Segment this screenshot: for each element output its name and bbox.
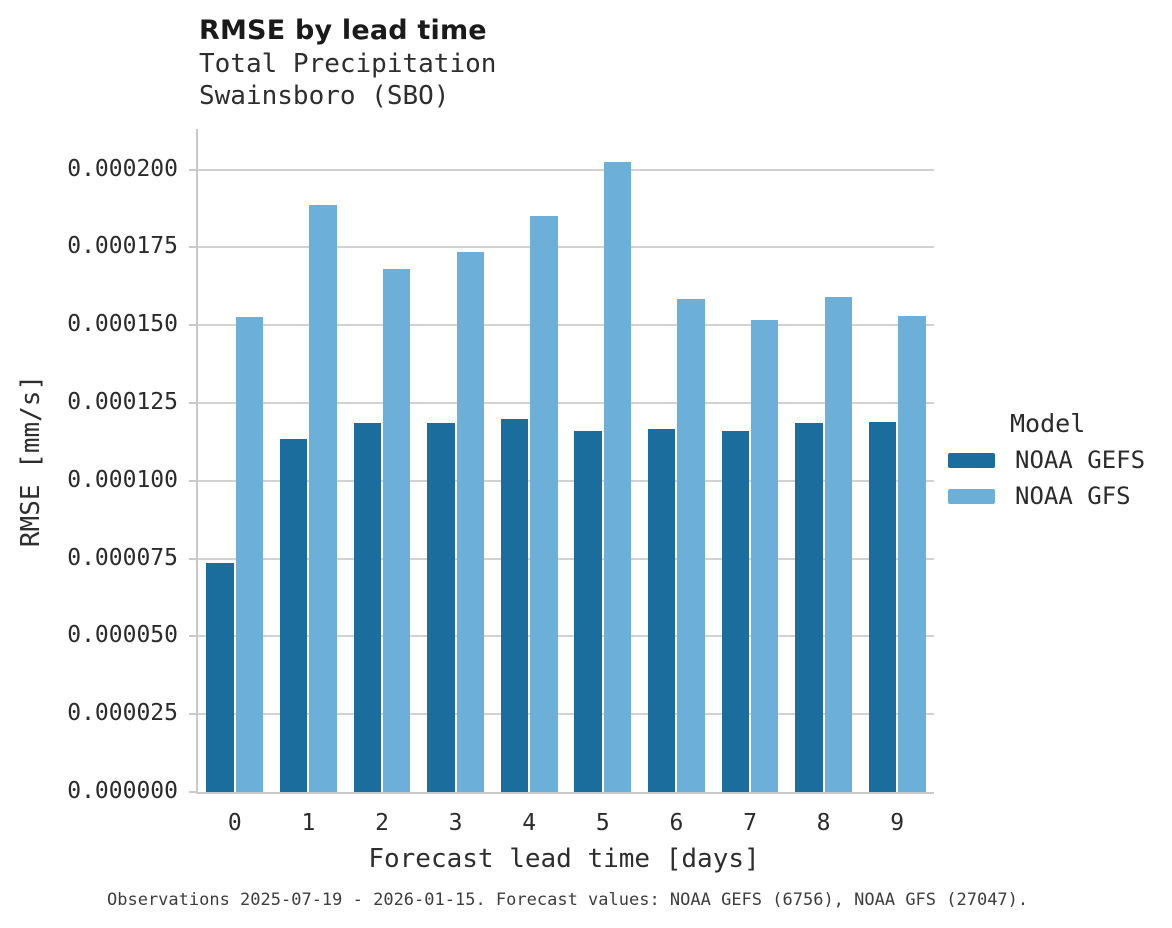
bar-gfs-day-6	[677, 298, 705, 792]
legend-title: Model	[1010, 409, 1086, 438]
y-tick-mark	[189, 168, 196, 171]
legend-label: NOAA GFS	[1015, 482, 1131, 510]
bar-gfs-day-5	[603, 161, 632, 792]
y-tick-label: 0.000200	[67, 155, 178, 182]
bar-gfs-day-8	[824, 297, 853, 792]
x-tick-label: 7	[743, 810, 757, 836]
x-tick-label: 0	[227, 810, 242, 836]
legend-entry: NOAA GFS	[948, 482, 1168, 510]
y-tick-label: 0.000150	[67, 311, 178, 338]
bar-gefs-day-1	[279, 438, 308, 792]
y-tick-mark	[189, 635, 196, 638]
gridline	[198, 401, 934, 404]
bar-gefs-day-5	[574, 430, 602, 792]
x-tick-label: 2	[375, 810, 389, 836]
footnote-caption: Observations 2025-07-19 - 2026-01-15. Fo…	[107, 890, 1029, 910]
y-tick-label: 0.000100	[67, 466, 178, 493]
plot-area	[189, 129, 934, 794]
y-axis-label: RMSE [mm/s]	[16, 374, 46, 548]
bar-gfs-day-4	[530, 216, 558, 792]
bar-gfs-day-0	[235, 317, 264, 792]
y-tick-label: 0.000075	[67, 544, 178, 571]
legend-entry: NOAA GEFS	[948, 446, 1168, 474]
legend: Model NOAA GEFS NOAA GFS	[948, 410, 1168, 519]
y-tick-label: 0.000000	[67, 778, 178, 804]
gridline	[198, 557, 934, 560]
bar-gfs-day-3	[456, 251, 485, 792]
bar-gefs-day-7	[721, 430, 750, 792]
y-tick-mark	[189, 479, 196, 482]
x-tick-label: 5	[595, 810, 610, 836]
x-tick-label: 8	[816, 810, 831, 836]
gridline	[198, 246, 934, 249]
y-tick-label: 0.000025	[67, 700, 178, 727]
gridline	[198, 168, 934, 171]
bar-gefs-day-4	[500, 418, 529, 792]
y-tick-mark	[189, 246, 196, 249]
bar-gefs-day-0	[206, 563, 234, 792]
y-tick-mark	[189, 791, 196, 793]
x-tick-label: 4	[522, 810, 537, 836]
gridline	[198, 635, 934, 638]
bar-gfs-day-2	[382, 269, 411, 792]
y-tick-label: 0.000125	[67, 388, 178, 415]
y-tick-label: 0.000175	[67, 233, 178, 260]
chart-subtitle-location: Swainsboro (SBO)	[199, 81, 450, 111]
y-tick-mark	[189, 324, 196, 327]
bar-gfs-day-7	[750, 320, 779, 792]
bar-gefs-day-9	[868, 421, 897, 792]
x-axis-label: Forecast lead time [days]	[368, 844, 760, 874]
chart-subtitle-variable: Total Precipitation	[199, 49, 497, 79]
bar-gfs-day-9	[898, 315, 926, 792]
y-tick-mark	[189, 401, 196, 404]
y-tick-mark	[189, 713, 196, 716]
x-tick-label: 3	[448, 810, 463, 836]
y-tick-mark	[189, 557, 196, 560]
legend-label: NOAA GEFS	[1015, 446, 1146, 474]
y-tick-label: 0.000050	[67, 622, 178, 649]
x-tick-label: 6	[669, 810, 684, 836]
bar-gefs-day-8	[795, 423, 823, 792]
bar-gefs-day-6	[647, 429, 676, 792]
bar-gfs-day-1	[309, 205, 337, 792]
legend-swatch-gfs	[948, 488, 995, 504]
x-tick-label: 9	[890, 810, 905, 836]
gridline	[198, 324, 934, 327]
bar-gefs-day-3	[427, 423, 455, 792]
x-tick-label: 1	[301, 810, 316, 836]
legend-swatch-gefs	[948, 452, 995, 468]
gridline	[198, 713, 934, 716]
chart-title: RMSE by lead time	[199, 15, 487, 46]
bar-gefs-day-2	[353, 423, 382, 792]
gridline	[198, 479, 934, 482]
